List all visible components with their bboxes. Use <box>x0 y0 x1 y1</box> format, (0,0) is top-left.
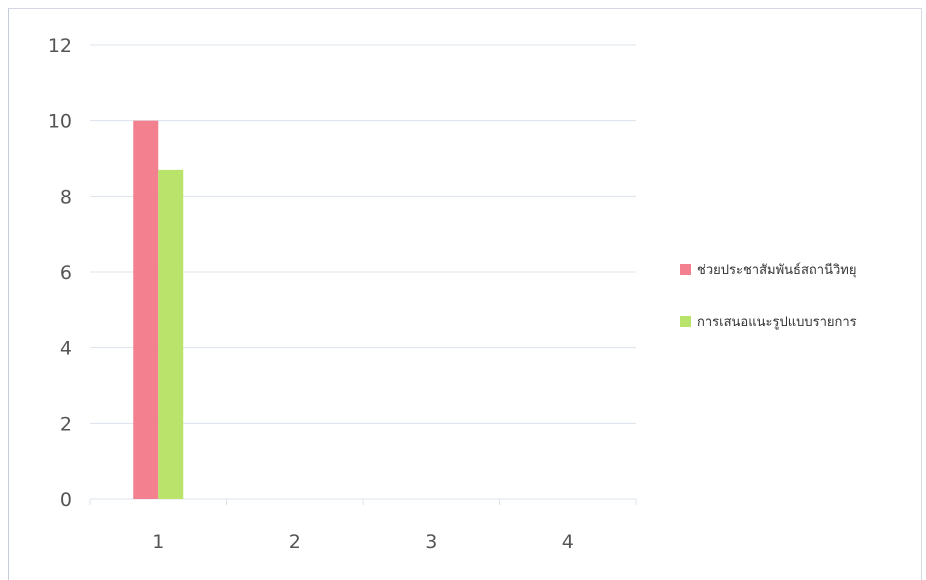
y-tick-label: 6 <box>60 262 72 284</box>
legend-label: การเสนอแนะรูปแบบรายการ <box>697 315 857 330</box>
legend-swatch <box>680 316 691 327</box>
x-tick-label: 1 <box>152 531 164 553</box>
chart-border <box>8 8 922 580</box>
legend-label: ช่วยประชาสัมพันธ์สถานีวิทยุ <box>697 262 856 278</box>
legend-swatch <box>680 264 691 275</box>
y-tick-label: 0 <box>60 489 72 511</box>
legend: ช่วยประชาสัมพันธ์สถานีวิทยุการเสนอแนะรูป… <box>680 262 857 330</box>
x-tick-label: 2 <box>289 531 301 553</box>
y-axis-ticks: 0 2 4 6 8 10 12 <box>48 35 72 511</box>
x-tick-label: 3 <box>425 531 437 553</box>
y-tick-label: 12 <box>48 35 72 57</box>
bar <box>133 120 159 500</box>
x-axis-ticks: 1 2 3 4 <box>152 531 574 553</box>
y-tick-label: 4 <box>60 338 72 360</box>
y-tick-label: 10 <box>48 111 72 133</box>
bars <box>133 120 184 500</box>
y-tick-label: 2 <box>60 413 72 435</box>
x-tick-label: 4 <box>562 531 574 553</box>
y-tick-label: 8 <box>60 186 72 208</box>
bar <box>158 169 184 499</box>
